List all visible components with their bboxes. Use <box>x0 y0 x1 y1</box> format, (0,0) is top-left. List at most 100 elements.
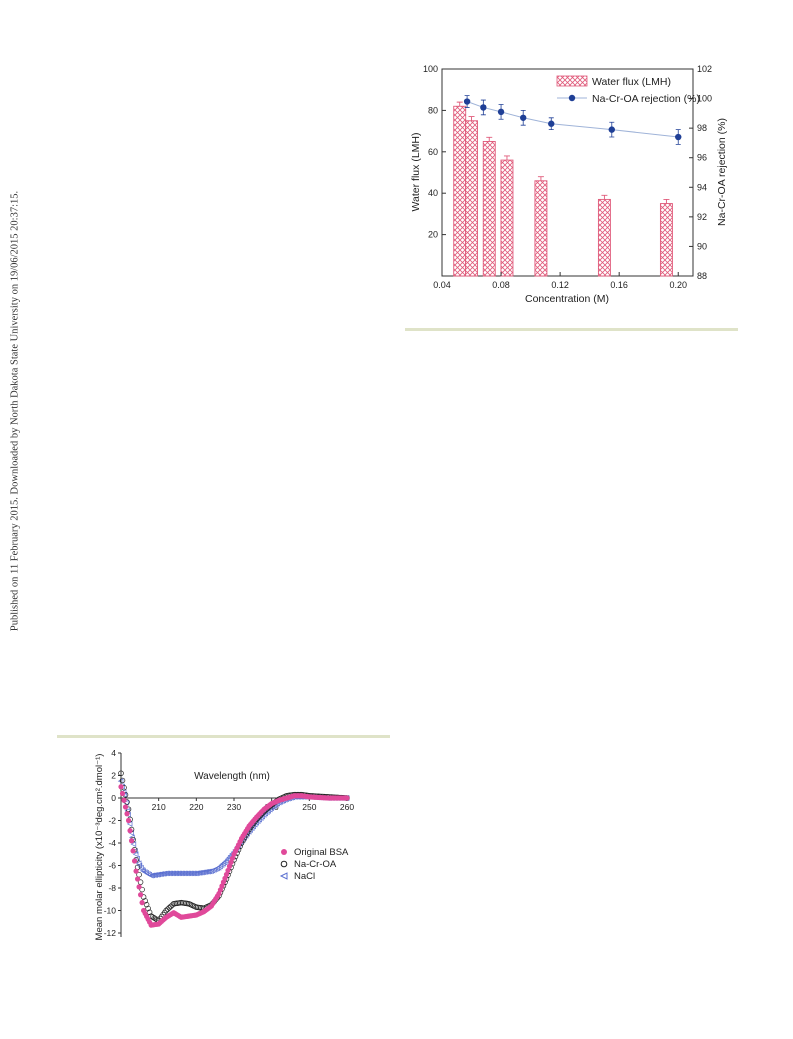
data-point <box>149 914 156 920</box>
water-flux-error-bar <box>486 136 493 142</box>
data-point <box>118 770 124 777</box>
y-tick-label: -10 <box>104 906 117 916</box>
water-flux-rejection-chart: 0.04 0.08 0.12 0.16 0.20 20 40 60 80 100 88 90 92 9… <box>410 64 728 305</box>
water-flux-error-bar <box>601 194 608 200</box>
water-flux-error-bar <box>456 101 463 107</box>
data-point <box>167 903 174 910</box>
y-left-tick-label: 40 <box>428 188 438 198</box>
data-point <box>132 851 139 858</box>
download-notice: Published on 11 February 2015. Downloade… <box>8 186 22 636</box>
y-left-tick-label: 60 <box>428 147 438 157</box>
x-tick-label: 250 <box>302 802 316 812</box>
data-point <box>223 871 230 878</box>
x-tick-label: 0.16 <box>610 280 628 290</box>
data-point <box>226 863 233 869</box>
water-flux-bar <box>482 140 496 277</box>
data-point <box>127 828 133 834</box>
rejection-point <box>497 108 505 116</box>
legend-marker-nacl <box>279 872 288 880</box>
cd-spectra-chart: 420-2-4-6-8-10-12 210 220 230 240 250 260 Wav… <box>94 748 354 941</box>
rejection-point <box>480 104 487 111</box>
x-tick-label: 0.20 <box>669 280 687 290</box>
water-flux-error-bar <box>468 116 475 121</box>
plot-frame <box>441 68 694 277</box>
water-flux-error-bar <box>663 198 670 204</box>
y-right-tick-label: 88 <box>697 271 707 281</box>
data-point <box>139 900 145 906</box>
data-point <box>133 868 139 874</box>
legend-label-original-bsa: Original BSA <box>294 847 349 858</box>
y-left-tick-label: 100 <box>423 64 438 74</box>
rejection-point <box>675 133 682 141</box>
y-right-tick-label: 92 <box>697 212 707 222</box>
data-point <box>131 858 138 864</box>
water-flux-error-bar <box>537 176 544 181</box>
data-point <box>151 915 157 921</box>
x-axis-label: Concentration (M) <box>525 293 609 305</box>
data-point <box>138 864 144 871</box>
rejection-point <box>520 114 527 121</box>
x-axis-label: Wavelength (nm) <box>194 771 270 782</box>
y-tick-label: 4 <box>111 748 116 758</box>
data-point <box>163 907 169 914</box>
data-point <box>145 905 151 912</box>
data-point <box>169 902 175 908</box>
water-flux-bar <box>597 198 611 277</box>
legend: Original BSA Na-Cr-OA NaCl <box>279 847 349 882</box>
x-tick-label: 210 <box>152 802 166 812</box>
water-flux-bar <box>659 203 673 277</box>
data-point <box>136 884 142 890</box>
y-tick-label: 2 <box>111 771 116 781</box>
water-flux-bar <box>500 159 514 277</box>
data-point <box>166 905 172 911</box>
rejection-point <box>608 126 615 133</box>
data-point <box>143 901 150 908</box>
legend-marker-original-bsa <box>281 849 287 855</box>
data-point <box>225 867 231 874</box>
data-point <box>118 784 124 790</box>
data-point <box>130 841 137 847</box>
y-axis-label: Mean molar ellipticity (x10⁻³deg.cm².dmo… <box>94 754 105 941</box>
y-tick-label: -12 <box>104 928 117 938</box>
x-tick-label: 220 <box>189 802 203 812</box>
data-point <box>137 892 144 898</box>
series-original-bsa <box>118 784 350 928</box>
data-point <box>119 790 126 797</box>
data-point <box>124 811 130 817</box>
legend-label-nacl: NaCl <box>294 871 315 882</box>
y-axis-label-left: Water flux (LMH) <box>410 133 422 212</box>
y-tick-label: -2 <box>108 816 116 826</box>
y-tick-label: -4 <box>108 838 116 848</box>
y-right-tick-label: 98 <box>697 123 707 133</box>
y-left-tick-label: 20 <box>428 230 438 240</box>
legend-label-water-flux: Water flux (LMH) <box>592 76 671 88</box>
water-flux-bar <box>453 105 467 277</box>
download-notice-text: Published on 11 February 2015. Downloade… <box>9 190 21 632</box>
divider-bottom <box>57 735 390 738</box>
legend-swatch-water-flux <box>556 75 588 87</box>
legend-marker-na-cr-oa <box>280 860 288 868</box>
y-tick-label: 0 <box>111 793 116 803</box>
data-point <box>191 870 198 877</box>
water-flux-bar <box>465 120 478 277</box>
x-tick-label: 0.04 <box>433 280 451 290</box>
data-point <box>229 855 236 861</box>
y-left-tick-label: 80 <box>428 105 438 115</box>
data-point <box>121 797 127 803</box>
data-point <box>139 886 145 893</box>
y-right-tick-label: 90 <box>697 241 707 251</box>
data-point <box>164 906 171 912</box>
data-point <box>130 848 136 854</box>
data-point <box>139 867 146 873</box>
divider-top <box>405 328 738 331</box>
legend-label-rejection: Na-Cr-OA rejection (%) <box>592 93 700 105</box>
x-tick-label: 230 <box>227 802 241 812</box>
x-tick-label: 0.12 <box>551 280 569 290</box>
data-point <box>344 795 350 801</box>
y-axis-label-right: Na-Cr-OA rejection (%) <box>716 118 728 226</box>
data-point <box>122 804 129 810</box>
data-point <box>119 777 126 784</box>
data-point <box>128 838 135 844</box>
data-point <box>137 879 144 885</box>
data-point <box>125 817 132 824</box>
